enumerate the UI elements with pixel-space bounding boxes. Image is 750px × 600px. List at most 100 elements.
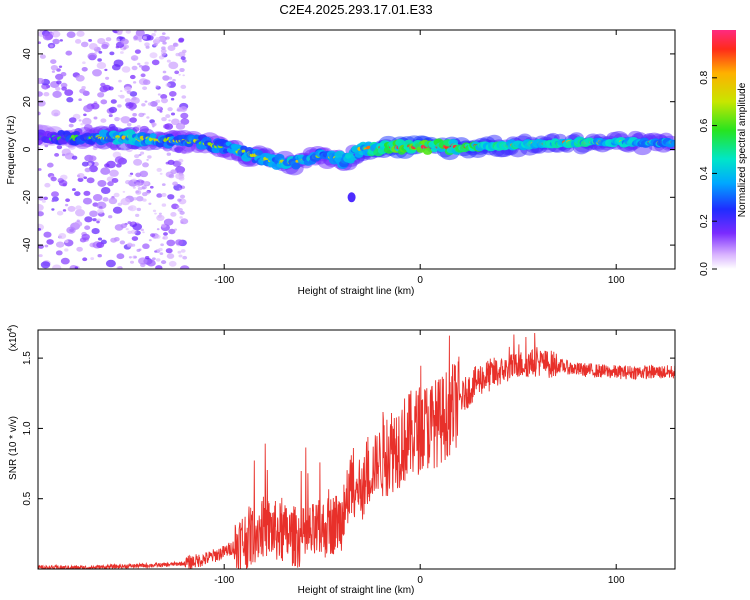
heatmap-cell bbox=[38, 168, 42, 171]
heatmap-cell bbox=[64, 89, 74, 96]
heatmap-cell bbox=[50, 59, 57, 64]
heatmap-cell bbox=[100, 186, 111, 195]
snr-ytick-label: 1.5 bbox=[22, 351, 33, 365]
heatmap-cell bbox=[159, 252, 164, 255]
heatmap-cell bbox=[165, 248, 173, 254]
heatmap-cell bbox=[51, 199, 55, 203]
heatmap-cell bbox=[177, 207, 183, 212]
heatmap-cell bbox=[137, 187, 143, 191]
spectrogram-ytick-label: 20 bbox=[22, 96, 33, 108]
heatmap-cell bbox=[150, 101, 158, 107]
heatmap-cell bbox=[160, 260, 167, 265]
heatmap-cell bbox=[178, 158, 184, 163]
heatmap-cell bbox=[130, 229, 137, 235]
heatmap-cell bbox=[60, 257, 70, 265]
heatmap-cell bbox=[93, 116, 98, 120]
heatmap-cell bbox=[133, 158, 143, 166]
heatmap-cell bbox=[88, 43, 98, 50]
heatmap-cell bbox=[125, 179, 131, 185]
heatmap-cell bbox=[151, 257, 156, 261]
heatmap-cell bbox=[169, 91, 177, 97]
heatmap-cell bbox=[56, 80, 62, 85]
heatmap-cell bbox=[80, 41, 89, 48]
heatmap-cell bbox=[108, 114, 113, 118]
heatmap-cell bbox=[139, 172, 143, 175]
heatmap-cell bbox=[153, 42, 158, 47]
heatmap-cell bbox=[162, 75, 170, 81]
heatmap-cell bbox=[161, 32, 166, 35]
heatmap-cell bbox=[156, 228, 160, 231]
heatmap-cell bbox=[151, 33, 156, 37]
heatmap-cell bbox=[167, 45, 176, 51]
heatmap-cell bbox=[52, 38, 60, 45]
heatmap-cell bbox=[126, 105, 130, 109]
heatmap-cell bbox=[145, 190, 151, 195]
heatmap-isolated-spot bbox=[347, 192, 356, 203]
heatmap-cell bbox=[132, 57, 136, 61]
heatmap-cell bbox=[116, 253, 125, 260]
heatmap-cell bbox=[168, 228, 176, 235]
heatmap-cell bbox=[147, 155, 152, 159]
heatmap-cell bbox=[56, 210, 64, 216]
heatmap-cell bbox=[119, 51, 124, 54]
heatmap-cell bbox=[119, 94, 125, 99]
snr-scale-base: (x10 bbox=[8, 331, 19, 351]
heatmap-cell bbox=[38, 196, 45, 201]
heatmap-cell bbox=[162, 237, 166, 240]
heatmap-cell bbox=[104, 68, 108, 72]
heatmap-cell bbox=[178, 254, 183, 258]
heatmap-cell bbox=[90, 102, 100, 110]
heatmap-cell bbox=[94, 51, 98, 54]
heatmap-cell bbox=[65, 198, 71, 203]
heatmap-cell bbox=[138, 153, 142, 157]
heatmap-cell bbox=[180, 84, 187, 90]
heatmap-cell bbox=[165, 83, 171, 87]
heatmap-cell bbox=[113, 192, 120, 198]
heatmap-cell bbox=[38, 91, 43, 97]
heatmap-cell bbox=[170, 112, 176, 116]
heatmap-cell bbox=[84, 216, 93, 223]
heatmap-cell bbox=[178, 38, 184, 43]
heatmap-cell bbox=[181, 124, 184, 127]
heatmap-cell bbox=[83, 190, 91, 196]
heatmap-cell bbox=[135, 213, 140, 217]
heatmap-cell bbox=[66, 31, 76, 39]
heatmap-cell bbox=[81, 161, 89, 167]
heatmap-cell bbox=[75, 74, 85, 82]
heatmap-cell bbox=[119, 90, 123, 93]
heatmap-cell bbox=[123, 44, 129, 49]
heatmap-cell bbox=[76, 219, 80, 222]
heatmap-cell bbox=[160, 243, 164, 247]
heatmap-cell bbox=[64, 152, 75, 160]
heatmap-cell bbox=[144, 100, 148, 103]
heatmap-cell bbox=[138, 257, 148, 265]
heatmap-cell bbox=[136, 125, 141, 129]
heatmap-cell bbox=[140, 262, 146, 268]
heatmap-cell bbox=[172, 42, 179, 48]
heatmap-cell bbox=[116, 266, 122, 269]
heatmap-cell bbox=[179, 210, 185, 215]
heatmap-cell bbox=[167, 159, 175, 166]
heatmap-cell bbox=[66, 97, 74, 103]
heatmap-cell bbox=[671, 141, 675, 146]
heatmap-cell bbox=[83, 113, 87, 117]
heatmap-cell bbox=[132, 186, 136, 189]
heatmap-cell bbox=[92, 218, 97, 222]
heatmap-cell bbox=[108, 197, 118, 205]
heatmap-cell bbox=[97, 208, 104, 214]
heatmap-cell bbox=[68, 117, 77, 123]
spectrogram-heatmap bbox=[38, 30, 675, 269]
heatmap-cell bbox=[159, 110, 163, 113]
heatmap-cell bbox=[132, 178, 137, 182]
heatmap-cell bbox=[157, 214, 162, 218]
heatmap-cell bbox=[155, 234, 161, 239]
heatmap-cell bbox=[165, 114, 171, 119]
heatmap-cell bbox=[51, 191, 59, 198]
heatmap-cell bbox=[156, 167, 162, 172]
heatmap-cell bbox=[58, 65, 63, 69]
heatmap-cell bbox=[132, 197, 138, 201]
colorbar-tick-label: 0.2 bbox=[699, 214, 710, 228]
heatmap-cell bbox=[83, 104, 93, 113]
heatmap-cell bbox=[129, 117, 137, 123]
heatmap-cell bbox=[167, 107, 173, 112]
